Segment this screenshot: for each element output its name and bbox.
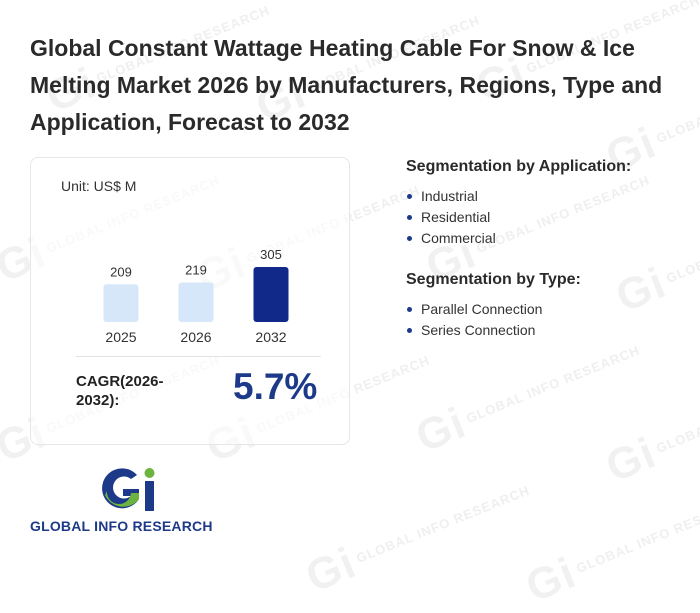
watermark: GiGLOBAL INFO RESEARCH [519, 492, 700, 612]
list-item: Industrial [406, 186, 631, 207]
x-tick-label: 2026 [180, 329, 211, 345]
list-item: Commercial [406, 228, 631, 249]
list-item: Parallel Connection [406, 299, 581, 320]
company-logo: GLOBAL INFO RESEARCH [30, 465, 230, 535]
watermark: GiGLOBAL INFO RESEARCH [409, 342, 643, 462]
segmentation-application: Segmentation by Application: Industrial … [406, 158, 631, 249]
data-label: 219 [185, 263, 207, 278]
segmentation-application-heading: Segmentation by Application: [406, 158, 632, 175]
bar-chart: 209 2025 219 2026 305 2032 [103, 247, 289, 345]
list-item: Series Connection [406, 320, 581, 341]
watermark: GiGLOBAL INFO RESEARCH [299, 482, 533, 602]
unit-label: Unit: US$ M [61, 178, 137, 194]
data-label: 209 [110, 264, 132, 279]
bullet-icon [407, 328, 412, 333]
list-item-label: Residential [421, 209, 491, 225]
divider [76, 356, 321, 357]
segmentation-type-heading: Segmentation by Type: [406, 271, 581, 288]
bullet-icon [407, 236, 412, 241]
chart-card: Unit: US$ M 209 2025 219 2026 305 2032 CAGR(2… [30, 157, 350, 445]
bar-2026 [178, 282, 214, 322]
gi-logo-icon [102, 468, 155, 511]
type-list: Parallel Connection Series Connection [406, 299, 581, 341]
list-item-label: Commercial [421, 230, 496, 246]
page-title: Global Constant Wattage Heating Cable Fo… [30, 35, 663, 135]
logo-text: GLOBAL INFO RESEARCH [30, 518, 213, 534]
bullet-icon [407, 215, 412, 220]
watermark: GiGLOBAL INFO RESEARCH [599, 372, 700, 492]
bar-2025 [103, 284, 139, 322]
x-tick-label: 2025 [105, 329, 136, 345]
x-tick-label: 2032 [255, 329, 286, 345]
segmentation-type: Segmentation by Type: Parallel Connectio… [406, 271, 581, 341]
cagr-label: CAGR(2026-2032): [76, 373, 164, 409]
list-item-label: Parallel Connection [421, 301, 543, 317]
data-label: 305 [260, 247, 282, 262]
list-item-label: Series Connection [421, 322, 536, 338]
bullet-icon [407, 307, 412, 312]
bar-2032 [253, 267, 289, 322]
cagr-value: 5.7% [233, 366, 318, 407]
list-item-label: Industrial [421, 188, 478, 204]
application-list: Industrial Residential Commercial [406, 186, 631, 249]
bullet-icon [407, 194, 412, 199]
list-item: Residential [406, 207, 631, 228]
